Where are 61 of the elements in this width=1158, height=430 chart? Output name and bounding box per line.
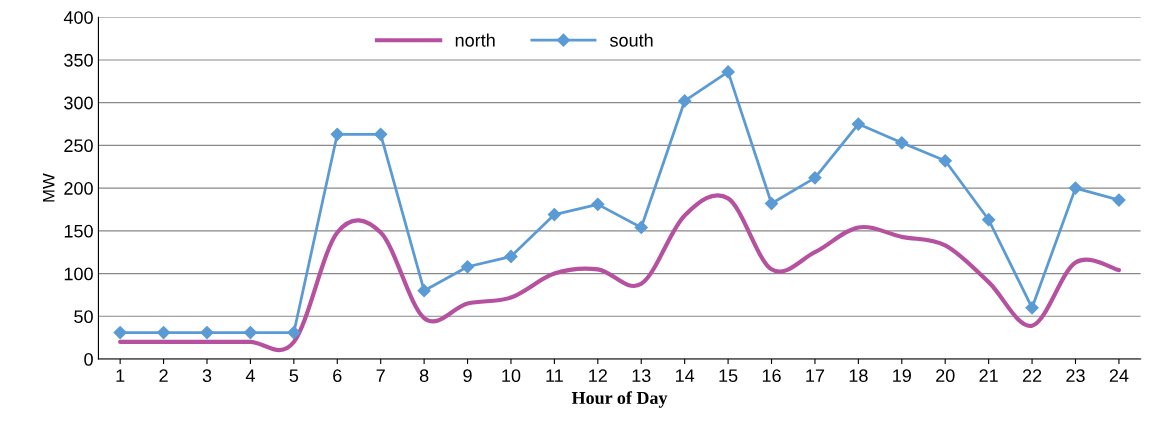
x-tick-label: 4 xyxy=(245,369,255,382)
point xyxy=(591,197,605,211)
x-tick-label: 2 xyxy=(159,369,168,382)
x-tick-label: 20 xyxy=(936,369,955,383)
legend-label: north xyxy=(455,33,495,47)
x-tick-label: 12 xyxy=(589,369,607,382)
x-tick-label: 6 xyxy=(333,369,342,383)
x-tick-label: 17 xyxy=(806,369,825,382)
point xyxy=(764,196,779,211)
x-tick-label: 9 xyxy=(463,369,472,383)
point xyxy=(200,325,214,340)
point xyxy=(634,220,648,235)
x-axis-title: Hour of Day xyxy=(571,391,668,408)
y-tick-label: 0 xyxy=(84,352,93,366)
x-tick-label: 10 xyxy=(502,369,521,383)
x-tick-label: 14 xyxy=(676,369,695,382)
y-tick-label: 250 xyxy=(64,139,93,153)
x-tick-label: 23 xyxy=(1066,369,1085,383)
point xyxy=(504,249,518,264)
x-tick-label: 7 xyxy=(376,369,385,382)
x-tick-label: 21 xyxy=(979,369,998,382)
y-tick-label: 150 xyxy=(64,224,93,238)
x-tick-label: 1 xyxy=(116,369,125,382)
point xyxy=(287,325,301,340)
point xyxy=(374,127,388,141)
point xyxy=(721,65,735,79)
x-tick-label: 5 xyxy=(289,369,299,383)
point xyxy=(417,284,431,298)
point xyxy=(938,154,952,168)
point xyxy=(156,325,171,340)
point xyxy=(113,325,127,340)
point xyxy=(851,117,865,131)
point xyxy=(895,136,909,150)
x-tick-label: 16 xyxy=(762,369,781,383)
y-axis-title: MW xyxy=(42,173,55,202)
y-tick-label: 400 xyxy=(63,11,93,24)
x-tick-label: 15 xyxy=(719,369,738,383)
point xyxy=(460,260,475,274)
point xyxy=(808,171,822,185)
y-tick-label: 350 xyxy=(64,53,93,67)
legend-label: south xyxy=(610,33,653,47)
x-tick-label: 19 xyxy=(893,369,911,383)
point xyxy=(1068,181,1083,195)
y-tick-label: 300 xyxy=(64,96,93,110)
x-tick-label: 3 xyxy=(202,369,212,383)
x-tick-label: 11 xyxy=(546,369,563,382)
point xyxy=(330,127,344,141)
y-tick-label: 100 xyxy=(64,267,93,281)
y-tick-label: 200 xyxy=(64,182,93,195)
point xyxy=(547,208,561,222)
point xyxy=(243,325,258,340)
point xyxy=(1025,301,1039,315)
y-tick-label: 50 xyxy=(74,310,93,324)
x-tick-label: 13 xyxy=(632,369,651,383)
point xyxy=(1112,193,1126,207)
point xyxy=(678,94,692,108)
x-tick-label: 22 xyxy=(1022,369,1042,382)
x-tick-label: 24 xyxy=(1109,369,1129,382)
x-tick-label: 18 xyxy=(849,369,868,383)
x-tick-label: 8 xyxy=(419,369,429,383)
point xyxy=(982,213,996,227)
